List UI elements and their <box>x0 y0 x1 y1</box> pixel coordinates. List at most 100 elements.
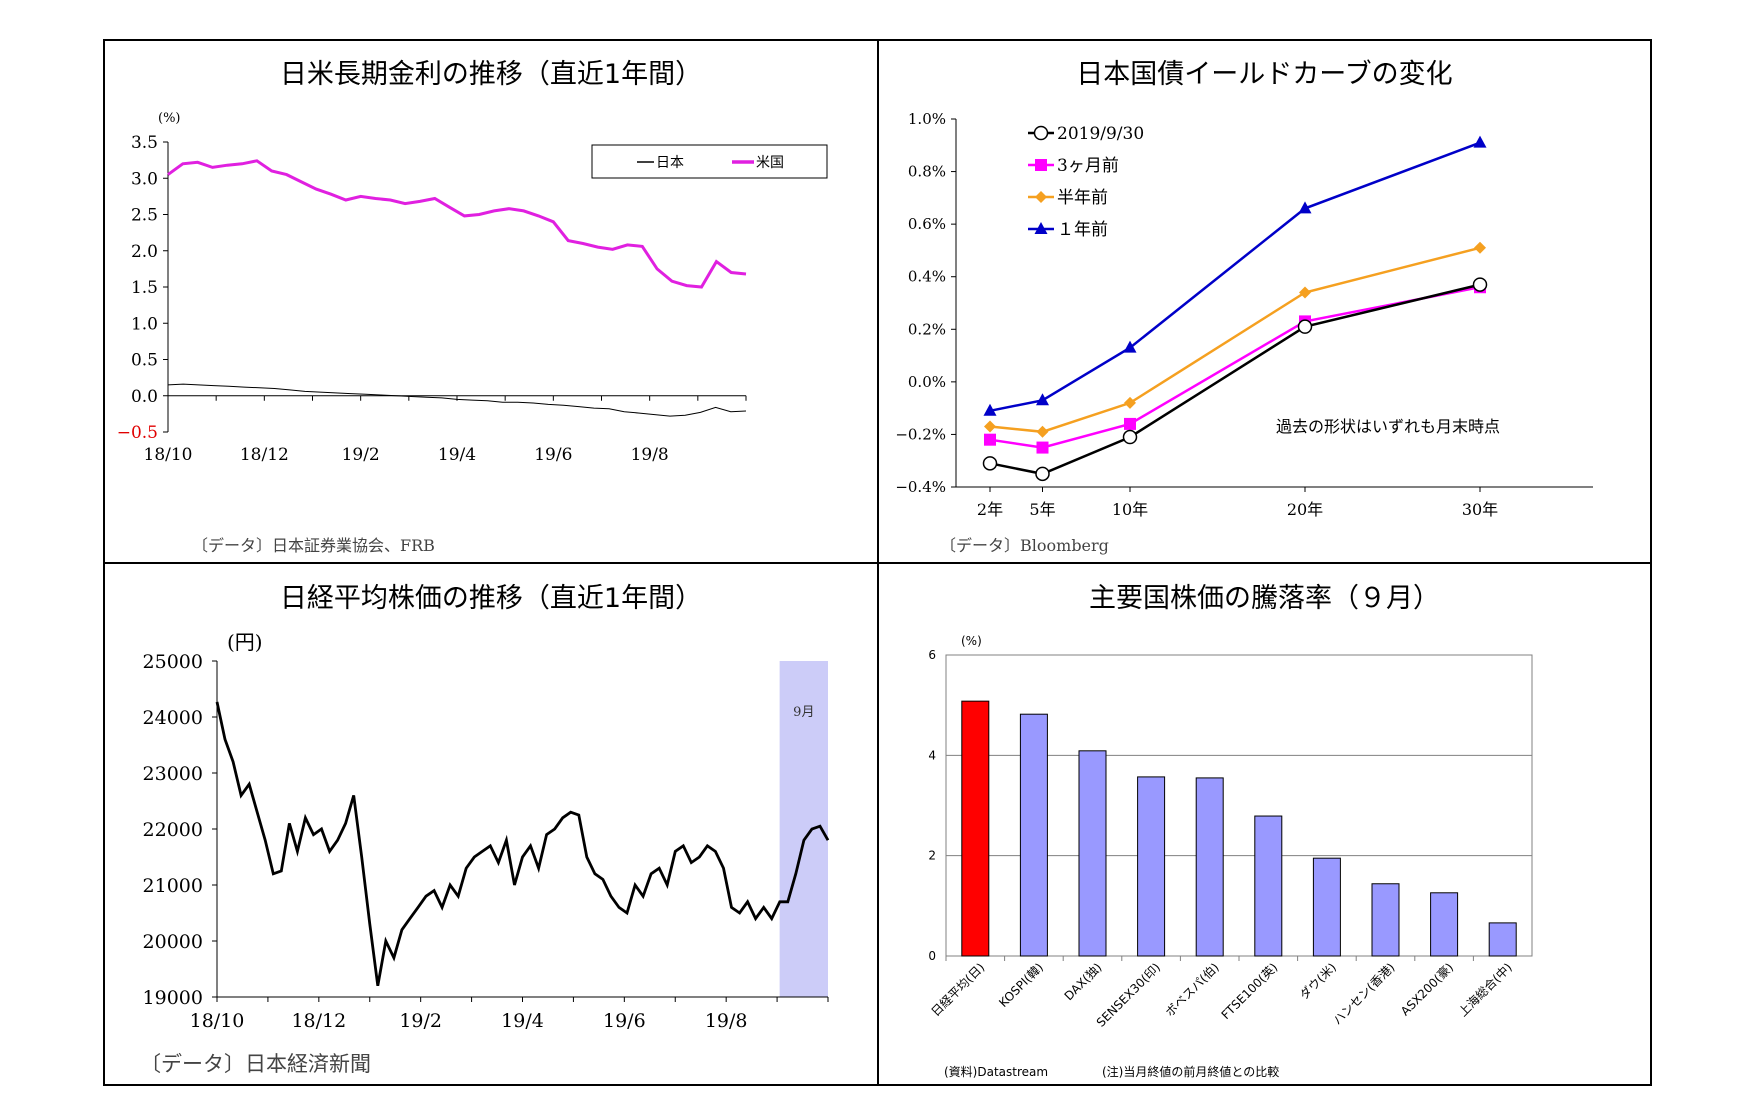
x-tick-label: 19/8 <box>705 1010 748 1032</box>
september-highlight <box>779 661 828 997</box>
data-point <box>1036 425 1049 438</box>
legend-label: 2019/9/30 <box>1057 124 1144 144</box>
series-line <box>989 246 1481 434</box>
data-point <box>1124 417 1136 430</box>
nikkei-source: 〔データ〕日本経済新聞 <box>140 1052 371 1076</box>
legend-box <box>591 144 828 179</box>
x-tick-label: 19/2 <box>399 1010 442 1032</box>
x-tick-label: 10年 <box>1112 500 1148 519</box>
y-tick-label: 0.0 <box>131 387 158 407</box>
stocks-source: (資料)Datastream <box>944 1065 1049 1079</box>
bar <box>1488 922 1517 957</box>
x-tick-label: 20年 <box>1287 500 1323 519</box>
x-tick-label: 18/12 <box>240 445 289 465</box>
rates-chart: 3.5 3.0 2.5 2.0 1.5 1.0 0.5 0.0 −0.5 (%) 18/10 18/1… <box>117 111 828 465</box>
y-tick-label: 4 <box>928 748 936 762</box>
x-tick-label: SENSEX30(印) <box>1094 960 1163 1029</box>
yield-curve-chart: 1.0% 0.8% 0.6% 0.4% 0.2% 0.0% −0.2% −0.4% 2年 5年 10… <box>895 110 1593 519</box>
data-point <box>983 403 997 416</box>
bar <box>1430 892 1459 957</box>
data-point <box>984 433 996 446</box>
data-point <box>1123 340 1137 353</box>
y-tick-label: 3.0 <box>131 169 158 189</box>
nikkei-line <box>215 701 830 987</box>
bar <box>1254 815 1283 957</box>
data-point <box>1298 201 1312 214</box>
x-tick-label: 19/6 <box>603 1010 646 1032</box>
y-tick-label: 1.0% <box>908 110 946 128</box>
y-tick-label: 21000 <box>143 875 203 897</box>
data-point <box>1473 135 1487 148</box>
legend-label: 半年前 <box>1057 188 1108 208</box>
y-tick-label: 2 <box>928 849 936 863</box>
stocks-note: (注)当月終値の前月終値との比較 <box>1102 1065 1280 1079</box>
x-tick-label: 日経平均(日) <box>928 960 987 1019</box>
bar <box>1137 776 1166 957</box>
y-tick-label: 19000 <box>143 987 203 1009</box>
annotation-note: 過去の形状はいずれも月末時点 <box>1276 417 1500 436</box>
legend-marker <box>1035 191 1047 203</box>
y-tick-label: 22000 <box>143 819 203 841</box>
x-tick-label: ハンセン(香港) <box>1330 960 1397 1027</box>
y-axis-unit: (%) <box>158 111 181 126</box>
x-tick-label: 19/8 <box>631 445 669 465</box>
legend-marker <box>1033 125 1049 141</box>
bar <box>1312 857 1341 957</box>
yield-source: 〔データ〕Bloomberg <box>940 536 1109 555</box>
series-line-japan <box>167 383 747 417</box>
y-tick-label: 0 <box>928 949 936 963</box>
nikkei-chart-title: 日経平均株価の推移（直近1年間） <box>279 583 703 614</box>
x-tick-label: 19/4 <box>438 445 476 465</box>
nikkei-chart: 9月 25000 24000 23000 22000 21000 20000 19000 (円)… <box>143 630 830 1032</box>
y-tick-label: 0.5 <box>131 351 158 371</box>
stocks-chart-title: 主要国株価の騰落率（９月） <box>1089 583 1440 614</box>
y-tick-label: 0.4% <box>908 268 946 286</box>
y-tick-label: 6 <box>928 648 936 662</box>
y-tick-label: 24000 <box>143 707 203 729</box>
x-tick-label: 上海総合(中) <box>1455 960 1515 1020</box>
y-tick-label: 0.6% <box>908 215 946 233</box>
y-tick-label: −0.5 <box>117 423 158 443</box>
y-tick-label: 23000 <box>143 763 203 785</box>
x-tick-label: KOSPI(韓) <box>996 960 1046 1010</box>
legend-label-japan: 日本 <box>656 155 684 171</box>
y-tick-label: 0.8% <box>908 163 946 181</box>
data-point <box>1299 286 1311 299</box>
x-tick-label: ASX200(豪) <box>1397 960 1456 1019</box>
x-tick-label: 2年 <box>977 500 1003 519</box>
bar <box>1195 777 1224 957</box>
data-point <box>982 456 998 471</box>
x-tick-label: ダウ(米) <box>1296 960 1339 1003</box>
stock-returns-chart: 6 4 2 0 (%) 日経平均(日) KOSPI(韓) DAX(独)SENSEX30(印) ボ… <box>928 634 1533 1030</box>
data-point <box>1122 429 1138 445</box>
x-tick-label: 19/2 <box>342 445 380 465</box>
y-tick-label: 1.5 <box>131 278 158 298</box>
x-tick-label: 18/10 <box>190 1010 245 1032</box>
y-axis-unit: (円) <box>227 630 263 654</box>
x-tick-label: 18/12 <box>291 1010 346 1032</box>
bar <box>1019 713 1048 957</box>
x-tick-label: DAX(独) <box>1062 960 1105 1003</box>
x-tick-label: 18/10 <box>144 445 193 465</box>
data-point <box>1472 277 1488 292</box>
data-point <box>1035 466 1050 482</box>
data-point <box>1474 241 1486 254</box>
legend-marker <box>1035 159 1047 171</box>
rates-source: 〔データ〕日本証券業協会、FRB <box>192 536 435 555</box>
data-point <box>1036 441 1049 454</box>
series-line-us <box>167 159 747 289</box>
x-tick-label: ボベスパ(伯) <box>1162 960 1222 1020</box>
data-point <box>1036 393 1049 406</box>
data-point <box>1297 319 1313 334</box>
y-tick-label: 25000 <box>143 651 203 673</box>
y-tick-label: 3.5 <box>131 133 158 153</box>
yield-chart-title: 日本国債イールドカーブの変化 <box>1076 59 1453 90</box>
y-tick-label: −0.4% <box>895 478 946 496</box>
rates-chart-title: 日米長期金利の推移（直近1年間） <box>279 59 703 90</box>
y-tick-label: −0.2% <box>895 425 946 443</box>
y-tick-label: 20000 <box>143 931 203 953</box>
x-tick-label: 19/6 <box>534 445 572 465</box>
bar <box>961 700 990 957</box>
y-tick-label: 0.2% <box>908 320 946 338</box>
